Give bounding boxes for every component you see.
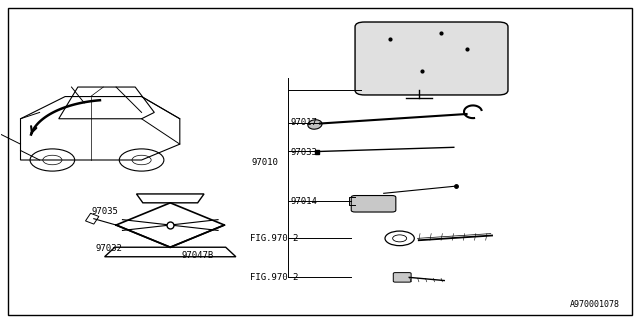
- Text: 97017: 97017: [291, 118, 317, 127]
- Text: 97032: 97032: [96, 244, 123, 253]
- Text: FIG.970-2: FIG.970-2: [250, 273, 298, 282]
- Text: 97033: 97033: [291, 148, 317, 157]
- Ellipse shape: [308, 120, 322, 129]
- Text: 97035: 97035: [92, 207, 119, 216]
- FancyBboxPatch shape: [355, 22, 508, 95]
- Text: A970001078: A970001078: [570, 300, 620, 309]
- Text: 97047B: 97047B: [181, 251, 213, 260]
- Text: 97014: 97014: [291, 197, 317, 206]
- FancyBboxPatch shape: [394, 273, 411, 282]
- Text: FIG.970-2: FIG.970-2: [250, 234, 298, 243]
- Text: 97010: 97010: [251, 158, 278, 167]
- FancyBboxPatch shape: [351, 196, 396, 212]
